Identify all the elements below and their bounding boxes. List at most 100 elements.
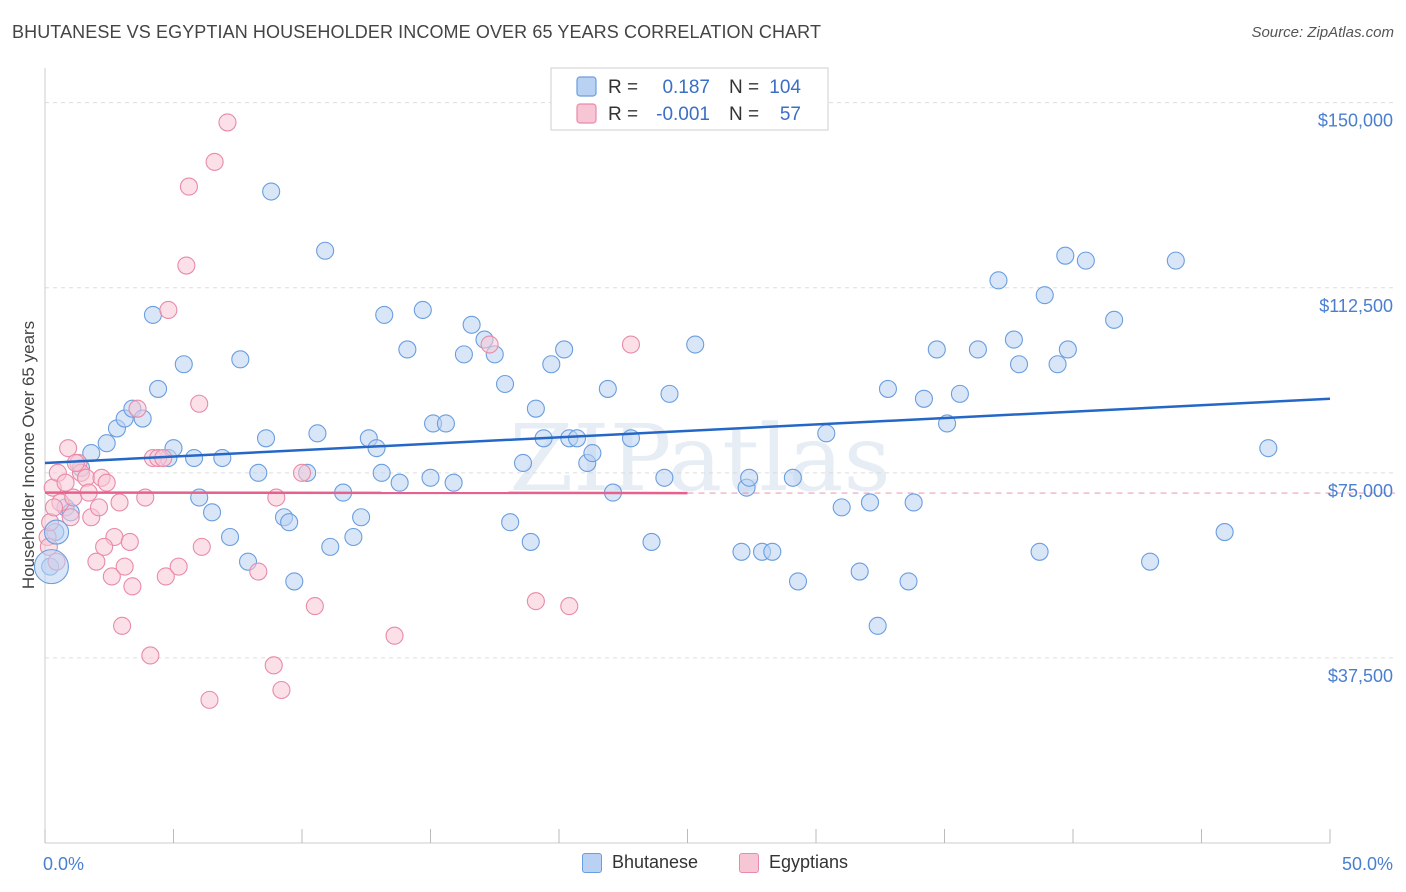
data-point <box>927 340 946 359</box>
data-point <box>220 527 240 547</box>
data-point <box>292 463 312 482</box>
y-tick-label: $112,500 <box>1319 296 1393 316</box>
data-point <box>97 473 116 492</box>
legend: R = 0.187 N = 104 R = -0.001 N = 57 <box>550 67 829 131</box>
data-point <box>868 616 887 635</box>
data-point <box>1030 542 1049 561</box>
data-point <box>1166 251 1185 270</box>
data-point <box>128 399 147 418</box>
legend-n-value: 57 <box>780 104 801 125</box>
data-point <box>256 429 276 448</box>
data-point <box>190 394 209 413</box>
data-point <box>169 557 188 576</box>
data-point <box>732 542 751 561</box>
legend-row-pink: R = -0.001 N = 57 <box>576 103 801 125</box>
data-point <box>788 572 808 591</box>
data-point <box>1259 439 1278 458</box>
data-point <box>185 448 204 468</box>
data-point <box>61 508 80 527</box>
y-tick-labels: $37,500 $75,000 $112,500 $150,000 <box>1318 111 1393 686</box>
x-tick-labels: 0.0% 50.0% <box>43 854 1393 874</box>
data-point <box>89 498 109 517</box>
data-point <box>285 572 304 591</box>
data-point <box>352 508 371 527</box>
y-tick-label: $75,000 <box>1328 481 1393 501</box>
data-point <box>1056 246 1075 265</box>
chart-title: BHUTANESE VS EGYPTIAN HOUSEHOLDER INCOME… <box>12 22 822 42</box>
data-point <box>526 592 545 611</box>
x-tick-label: 50.0% <box>1342 854 1393 874</box>
data-point <box>59 439 78 458</box>
data-point <box>598 379 617 398</box>
data-point <box>143 305 162 324</box>
chart-source: Source: ZipAtlas.com <box>1251 24 1394 41</box>
data-points <box>33 113 1278 709</box>
data-point <box>413 300 432 320</box>
data-point <box>200 690 219 709</box>
data-point <box>621 335 641 354</box>
data-point <box>1004 330 1023 349</box>
data-point <box>1009 355 1029 374</box>
y-axis-label: Householder Income Over 65 years <box>19 321 38 589</box>
data-point <box>316 241 335 260</box>
data-point <box>436 414 455 433</box>
data-point <box>480 335 499 354</box>
data-point <box>521 532 540 551</box>
legend-swatch-pink <box>576 103 597 124</box>
data-point <box>321 537 340 556</box>
data-point <box>344 527 363 547</box>
data-point <box>218 113 237 132</box>
data-point <box>156 567 175 586</box>
data-point <box>860 493 880 512</box>
data-point <box>850 562 869 581</box>
data-point <box>462 315 481 334</box>
data-point <box>120 532 139 551</box>
data-point <box>495 374 515 394</box>
data-point <box>686 335 705 354</box>
data-point <box>280 513 299 532</box>
data-point <box>1215 523 1234 542</box>
axes <box>44 68 1331 844</box>
data-point <box>97 434 116 453</box>
data-point-cluster <box>33 549 69 585</box>
data-point <box>375 305 394 324</box>
data-point <box>501 513 520 532</box>
data-point <box>77 468 96 487</box>
data-point <box>968 340 987 359</box>
bhutanese-label: Bhutanese <box>612 852 699 872</box>
data-point <box>179 177 198 196</box>
data-point <box>372 463 391 482</box>
data-point <box>102 567 121 586</box>
y-tick-label: $37,500 <box>1328 666 1393 686</box>
data-point <box>203 503 222 522</box>
data-point <box>950 384 969 403</box>
data-point <box>110 493 129 512</box>
legend-r-value: -0.001 <box>656 104 710 125</box>
data-point <box>878 379 898 398</box>
data-point <box>454 345 473 364</box>
data-point <box>159 300 178 320</box>
x-tick-label: 0.0% <box>43 854 84 874</box>
data-point <box>95 537 114 556</box>
data-point <box>141 646 160 665</box>
y-tick-label: $150,000 <box>1318 111 1393 131</box>
data-point <box>740 468 759 487</box>
data-point <box>899 572 918 591</box>
data-point <box>231 350 250 369</box>
egyptians-label: Egyptians <box>769 852 849 872</box>
data-point <box>174 355 193 374</box>
data-point <box>1076 251 1095 270</box>
data-point <box>421 468 440 487</box>
data-point <box>832 498 851 517</box>
legend-row-blue: R = 0.187 N = 104 <box>576 76 801 98</box>
data-point <box>249 463 268 482</box>
data-point <box>583 444 602 463</box>
data-point <box>1105 310 1124 329</box>
data-point <box>904 493 923 512</box>
bottom-legend: Bhutanese Egyptians <box>0 852 1406 880</box>
legend-r-label: R = <box>608 77 638 98</box>
legend-n-label: N = <box>729 77 759 98</box>
data-point <box>390 473 409 492</box>
trend-lines <box>44 397 1395 495</box>
